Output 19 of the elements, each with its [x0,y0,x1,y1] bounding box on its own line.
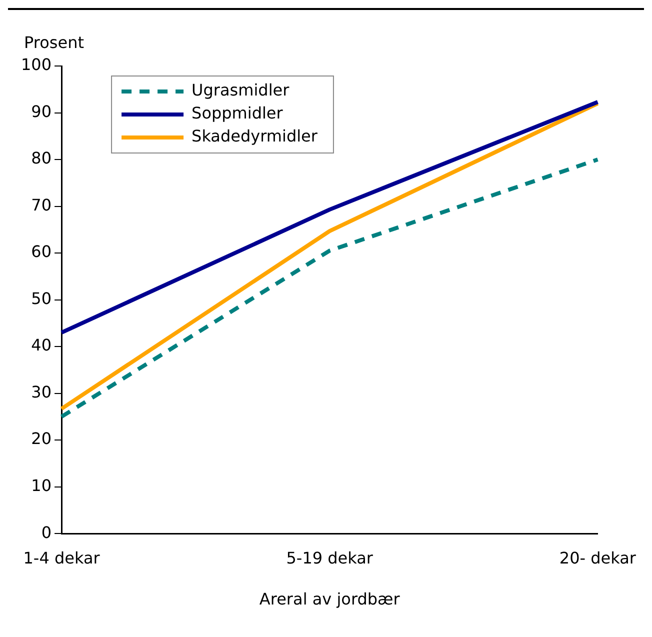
legend-label: Ugrasmidler [192,80,290,100]
y-tick-label: 80 [31,148,52,168]
y-tick-label: 20 [31,429,52,448]
y-tick-label: 50 [31,288,52,308]
y-axis-title: Prosent [24,33,84,52]
y-tick-label: 60 [31,242,52,262]
y-tick-label: 10 [31,476,52,495]
y-tick-label: 100 [20,55,52,74]
x-tick-label: 20- dekar [559,548,636,568]
y-tick-label: 70 [31,195,52,214]
x-tick-label: 1-4 dekar [23,548,100,568]
legend-label: Soppmidler [192,104,284,123]
legend-label: Skadedyrmidler [192,126,318,146]
y-tick-label: 90 [31,102,52,121]
x-tick-label: 5-19 dekar [286,548,374,568]
y-tick-label: 40 [31,336,52,355]
y-tick-label: 30 [31,382,52,402]
y-tick-label: 0 [41,522,52,542]
x-axis-title: Areral av jordbær [259,590,400,609]
